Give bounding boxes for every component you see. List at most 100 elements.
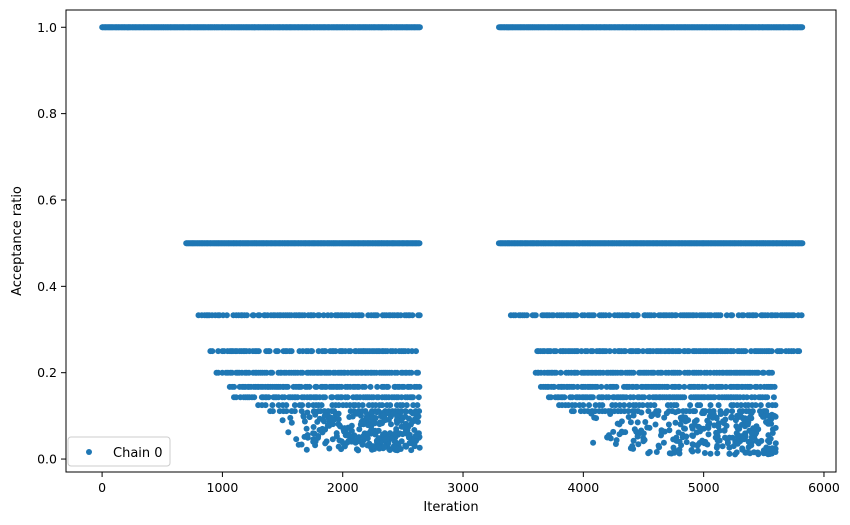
data-point bbox=[324, 422, 331, 429]
data-point bbox=[748, 430, 755, 437]
data-point bbox=[661, 414, 668, 421]
data-point bbox=[681, 394, 688, 401]
legend: Chain 0 bbox=[67, 436, 171, 467]
data-point bbox=[401, 424, 408, 431]
data-point bbox=[315, 434, 321, 441]
data-point bbox=[590, 312, 597, 319]
data-point bbox=[651, 312, 658, 319]
data-point bbox=[704, 417, 711, 424]
data-point bbox=[374, 312, 381, 319]
data-point bbox=[627, 445, 634, 452]
data-point bbox=[364, 435, 371, 442]
data-point bbox=[594, 383, 601, 390]
data-point bbox=[590, 439, 597, 446]
x-axis: 0 1000 2000 3000 4000 5000 6000 bbox=[98, 472, 840, 495]
data-point bbox=[658, 427, 665, 434]
data-point bbox=[320, 312, 327, 319]
data-point bbox=[606, 312, 613, 319]
data-point bbox=[726, 450, 733, 457]
data-point bbox=[346, 414, 353, 420]
data-point bbox=[288, 419, 295, 426]
data-point bbox=[666, 427, 673, 434]
data-point bbox=[269, 402, 276, 409]
data-point bbox=[266, 348, 273, 355]
data-point bbox=[765, 412, 771, 419]
data-point bbox=[353, 410, 360, 417]
data-point bbox=[561, 394, 568, 401]
data-point bbox=[573, 312, 580, 319]
data-point bbox=[712, 434, 719, 441]
data-point bbox=[574, 369, 581, 376]
x-tick-label: 5000 bbox=[688, 480, 720, 495]
data-point bbox=[744, 449, 751, 456]
data-point bbox=[551, 383, 558, 390]
data-point bbox=[328, 312, 335, 319]
data-point bbox=[369, 413, 376, 420]
data-point bbox=[409, 312, 416, 319]
data-point bbox=[557, 369, 564, 376]
data-point bbox=[229, 369, 235, 376]
data-point bbox=[630, 437, 637, 444]
y-tick-label: 0.2 bbox=[37, 365, 57, 380]
data-point bbox=[283, 402, 290, 409]
data-point bbox=[415, 430, 422, 437]
data-point bbox=[379, 402, 386, 409]
data-point bbox=[692, 408, 698, 415]
data-point bbox=[209, 348, 216, 355]
data-point bbox=[639, 402, 646, 409]
data-point bbox=[772, 402, 779, 409]
data-point bbox=[246, 369, 252, 376]
data-point bbox=[641, 437, 648, 443]
data-point bbox=[752, 402, 759, 409]
data-point bbox=[616, 402, 623, 409]
data-point bbox=[345, 432, 352, 439]
data-point bbox=[411, 427, 418, 433]
data-point bbox=[335, 402, 342, 409]
data-point bbox=[359, 441, 366, 448]
x-tick-label: 2000 bbox=[327, 480, 359, 495]
data-point bbox=[269, 369, 276, 376]
data-point bbox=[705, 422, 712, 429]
data-point bbox=[714, 450, 721, 457]
data-point bbox=[369, 443, 376, 450]
data-point bbox=[769, 369, 775, 376]
data-point bbox=[598, 383, 605, 390]
data-point bbox=[353, 446, 360, 453]
data-point bbox=[607, 411, 614, 417]
data-point bbox=[310, 312, 317, 319]
data-point bbox=[316, 427, 323, 433]
data-point bbox=[707, 450, 714, 457]
y-tick-label: 1.0 bbox=[37, 20, 57, 35]
data-point bbox=[250, 312, 257, 319]
data-point bbox=[642, 419, 649, 425]
data-point bbox=[523, 312, 530, 319]
data-point bbox=[580, 402, 587, 409]
data-point bbox=[376, 421, 383, 428]
data-point bbox=[398, 438, 405, 445]
data-point bbox=[676, 383, 683, 390]
data-point bbox=[666, 450, 673, 457]
data-point bbox=[589, 394, 596, 401]
data-point bbox=[285, 429, 292, 436]
data-point bbox=[613, 437, 620, 444]
data-point bbox=[355, 402, 362, 409]
data-point bbox=[348, 422, 355, 429]
data-point bbox=[672, 409, 679, 416]
data-point bbox=[413, 348, 419, 355]
data-point bbox=[711, 394, 718, 401]
data-point bbox=[393, 417, 400, 424]
data-point bbox=[634, 383, 641, 390]
data-point bbox=[673, 312, 680, 319]
data-point bbox=[301, 433, 308, 440]
data-point bbox=[658, 432, 664, 439]
data-point bbox=[281, 394, 288, 401]
x-tick-label: 0 bbox=[98, 480, 106, 495]
data-point bbox=[755, 426, 762, 433]
data-point bbox=[416, 240, 423, 247]
data-point bbox=[388, 421, 394, 428]
data-point bbox=[656, 444, 663, 451]
data-point bbox=[630, 412, 637, 419]
data-point bbox=[329, 394, 336, 401]
data-point bbox=[711, 422, 718, 429]
